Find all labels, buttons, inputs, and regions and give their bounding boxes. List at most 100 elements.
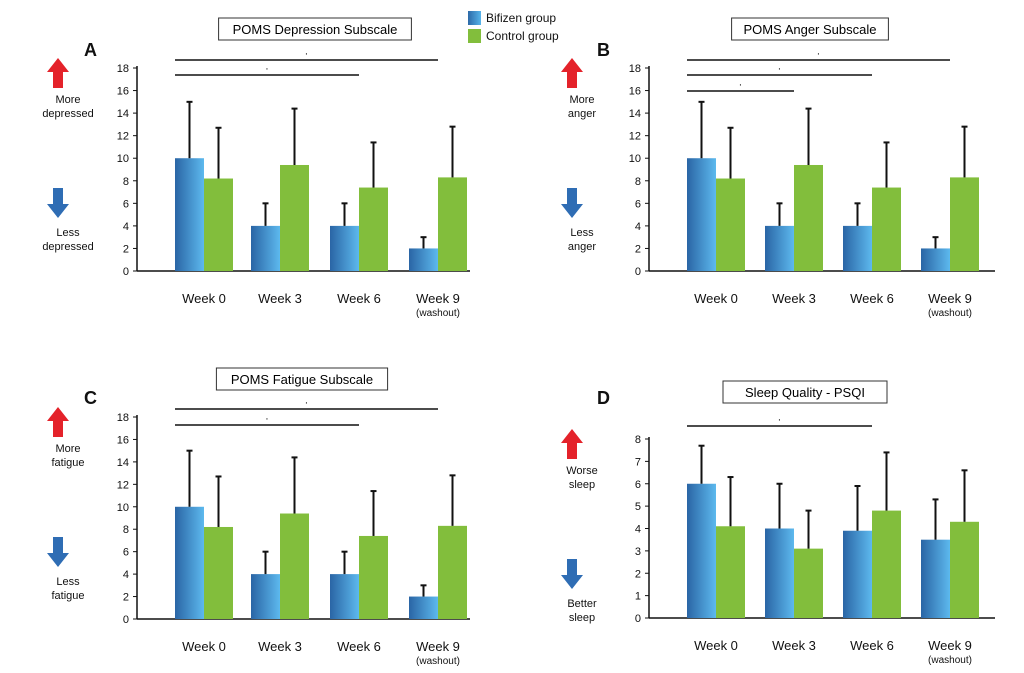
x-tick-sublabel: (washout) — [416, 308, 460, 319]
chart-title-box — [215, 367, 389, 391]
y-tick-label: 14 — [629, 108, 641, 120]
y-tick-label: 12 — [117, 131, 129, 143]
x-tick-label: Week 9 — [928, 291, 972, 306]
arrow-down-icon — [561, 559, 583, 589]
arrow-up-icon — [47, 407, 69, 437]
y-tick-label: 6 — [123, 198, 129, 210]
x-tick-label: Week 3 — [772, 638, 816, 653]
bar-bifizen — [409, 248, 438, 271]
y-tick-label: 18 — [117, 412, 129, 424]
y-tick-label: 0 — [123, 614, 129, 626]
y-tick-label: 5 — [635, 501, 641, 513]
bar-bifizen — [251, 574, 280, 619]
bar-control — [872, 187, 901, 271]
y-tick-label: 6 — [635, 198, 641, 210]
x-tick-label: Week 3 — [258, 291, 302, 306]
bar-control — [359, 535, 388, 619]
y-tick-label: 12 — [117, 479, 129, 491]
y-tick-label: 7 — [635, 456, 641, 468]
significance-marker: · — [817, 48, 821, 60]
chart-panel-d: D Sleep Quality - PSQI 0 1 2 3 4 5 6 7 8 Week 0 Week… — [561, 380, 995, 666]
y-tick-label: 16 — [117, 434, 129, 446]
x-tick-label: Week 0 — [694, 291, 738, 306]
bar-bifizen — [765, 225, 794, 271]
bar-bifizen — [175, 506, 204, 619]
x-tick-label: Week 0 — [182, 291, 226, 306]
bar-bifizen — [921, 539, 950, 618]
x-tick-label: Week 9 — [416, 639, 460, 654]
arrow-up-icon — [47, 58, 69, 88]
y-tick-label: 4 — [635, 524, 641, 536]
lower-direction-label: Less — [56, 227, 80, 239]
chart-title: POMS Anger Subscale — [744, 22, 877, 37]
y-tick-label: 4 — [123, 221, 129, 233]
lower-direction-label: depressed — [42, 241, 93, 253]
y-tick-label: 18 — [629, 63, 641, 75]
bar-bifizen — [921, 248, 950, 271]
y-tick-label: 16 — [629, 86, 641, 98]
bar-control — [280, 513, 309, 619]
bar-control — [204, 178, 233, 271]
chart-title: Sleep Quality - PSQI — [745, 385, 865, 400]
lower-direction-label: sleep — [569, 612, 595, 624]
x-tick-sublabel: (washout) — [928, 655, 972, 666]
bar-bifizen — [843, 225, 872, 271]
x-tick-label: Week 6 — [337, 291, 381, 306]
significance-marker: · — [778, 63, 782, 75]
arrow-down-icon — [561, 188, 583, 218]
bar-bifizen — [687, 158, 716, 271]
y-tick-label: 10 — [117, 153, 129, 165]
y-tick-label: 2 — [635, 243, 641, 255]
bar-control — [716, 526, 745, 618]
bar-bifizen — [330, 574, 359, 619]
x-tick-label: Week 6 — [337, 639, 381, 654]
bar-control — [204, 526, 233, 619]
legend-label-bifizen: Bifizen group — [486, 11, 557, 25]
bar-control — [950, 521, 979, 618]
legend-swatch-control — [468, 29, 481, 43]
upper-direction-label: fatigue — [51, 457, 84, 469]
significance-marker: · — [778, 414, 782, 426]
significance-marker: · — [305, 397, 309, 409]
chart-panel-c: C POMS Fatigue Subscale 0 2 4 6 8 10 12 14 16 18 Wee… — [47, 367, 470, 667]
panel-letter: B — [597, 40, 610, 60]
y-tick-label: 10 — [117, 502, 129, 514]
bar-bifizen — [175, 158, 204, 271]
x-tick-label: Week 6 — [850, 638, 894, 653]
x-tick-sublabel: (washout) — [928, 308, 972, 319]
lower-direction-label: fatigue — [51, 590, 84, 602]
lower-direction-label: anger — [568, 241, 596, 253]
bar-control — [794, 164, 823, 271]
chart-title: POMS Depression Subscale — [233, 22, 398, 37]
bar-bifizen — [409, 596, 438, 619]
y-tick-label: 2 — [123, 243, 129, 255]
legend-swatch-bifizen — [468, 11, 481, 25]
bar-bifizen — [330, 225, 359, 271]
y-tick-label: 8 — [635, 434, 641, 446]
lower-direction-label: Less — [56, 576, 80, 588]
bar-control — [359, 187, 388, 271]
bar-control — [872, 510, 901, 618]
panel-letter: D — [597, 388, 610, 408]
bar-control — [794, 548, 823, 618]
y-tick-label: 8 — [123, 524, 129, 536]
legend-label-control: Control group — [486, 29, 559, 43]
y-tick-label: 14 — [117, 108, 129, 120]
arrow-down-icon — [47, 537, 69, 567]
y-tick-label: 2 — [123, 592, 129, 604]
upper-direction-label: depressed — [42, 108, 93, 120]
y-tick-label: 0 — [635, 613, 641, 625]
bar-bifizen — [843, 530, 872, 618]
arrow-up-icon — [561, 58, 583, 88]
upper-direction-label: Worse — [566, 465, 598, 477]
panel-letter: C — [84, 388, 97, 408]
y-tick-label: 8 — [635, 176, 641, 188]
significance-marker: · — [305, 48, 309, 60]
x-tick-sublabel: (washout) — [416, 656, 460, 667]
significance-marker: · — [265, 63, 269, 75]
lower-direction-label: Better — [567, 598, 597, 610]
y-tick-label: 4 — [635, 221, 641, 233]
chart-panel-b: B POMS Anger Subscale 0 2 4 6 8 10 12 14 16 18 Week … — [561, 17, 995, 319]
legend-item-bifizen: Bifizen group — [468, 10, 556, 26]
bar-control — [950, 177, 979, 271]
